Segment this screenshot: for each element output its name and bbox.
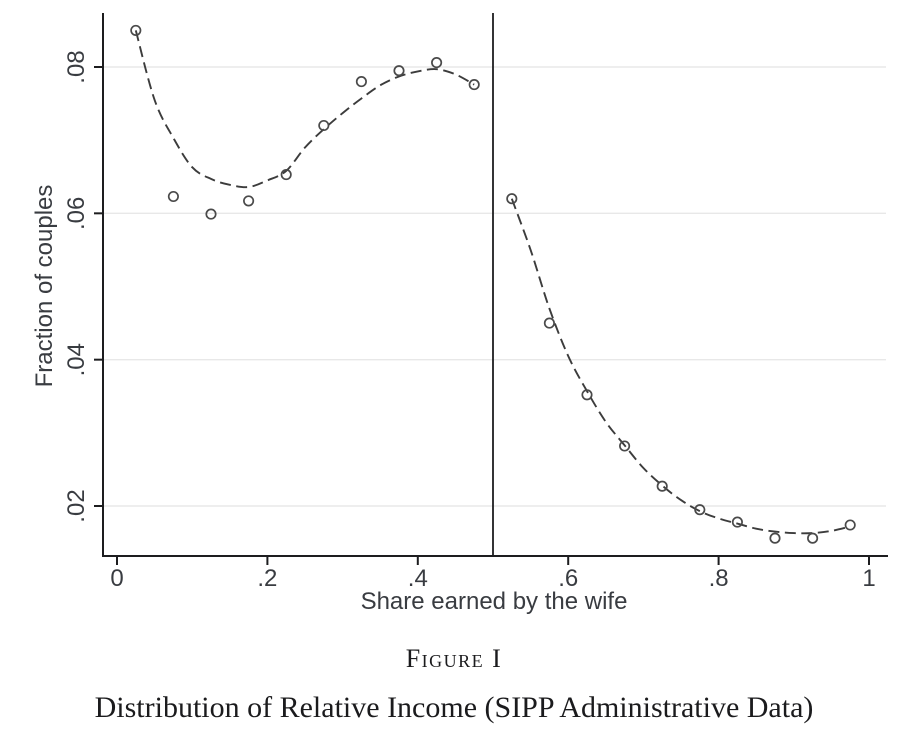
y-tick-label: .04 bbox=[63, 343, 90, 376]
data-point-marker bbox=[844, 519, 856, 531]
y-tick-label: .06 bbox=[63, 197, 90, 230]
x-tick-label: .4 bbox=[408, 565, 428, 592]
data-point-marker bbox=[543, 317, 555, 329]
data-point-marker bbox=[581, 389, 593, 401]
y-tick-label: .08 bbox=[63, 50, 90, 83]
data-point-marker bbox=[468, 79, 480, 91]
data-point-marker bbox=[656, 480, 668, 492]
y-tick-label: .02 bbox=[63, 489, 90, 522]
data-point-marker bbox=[431, 57, 443, 69]
data-point-marker bbox=[167, 190, 179, 203]
data-point-marker bbox=[807, 532, 819, 544]
x-tick-label: 0 bbox=[110, 565, 123, 592]
income-distribution-chart: .02 .04 .06 .08 0 .2 .4 .6 .8 1 Fraction of coupl… bbox=[31, 13, 888, 615]
data-point-marker bbox=[355, 76, 367, 88]
data-point-marker bbox=[619, 440, 631, 452]
y-axis-title: Fraction of couples bbox=[31, 185, 58, 388]
data-point-marker bbox=[280, 169, 292, 181]
x-tick-label: 1 bbox=[862, 565, 875, 592]
data-point-marker bbox=[130, 24, 142, 36]
fit-line-right bbox=[510, 198, 851, 535]
fit-line-left bbox=[134, 30, 475, 189]
data-point-marker bbox=[205, 208, 217, 220]
data-point-marker bbox=[318, 119, 330, 132]
data-point-marker bbox=[694, 504, 706, 516]
data-point-marker bbox=[769, 532, 781, 544]
data-point-marker bbox=[506, 193, 518, 205]
figure-title: Distribution of Relative Income (SIPP Ad… bbox=[94, 691, 814, 724]
data-point-marker bbox=[393, 65, 405, 77]
x-tick-label: .8 bbox=[709, 565, 729, 592]
figure-number-label: Figure I bbox=[405, 644, 503, 673]
data-point-marker bbox=[243, 195, 255, 207]
data-point-marker bbox=[731, 516, 743, 528]
x-tick-label: .2 bbox=[257, 565, 277, 592]
x-tick-label: .6 bbox=[558, 565, 578, 592]
x-axis-title: Share earned by the wife bbox=[361, 588, 628, 615]
